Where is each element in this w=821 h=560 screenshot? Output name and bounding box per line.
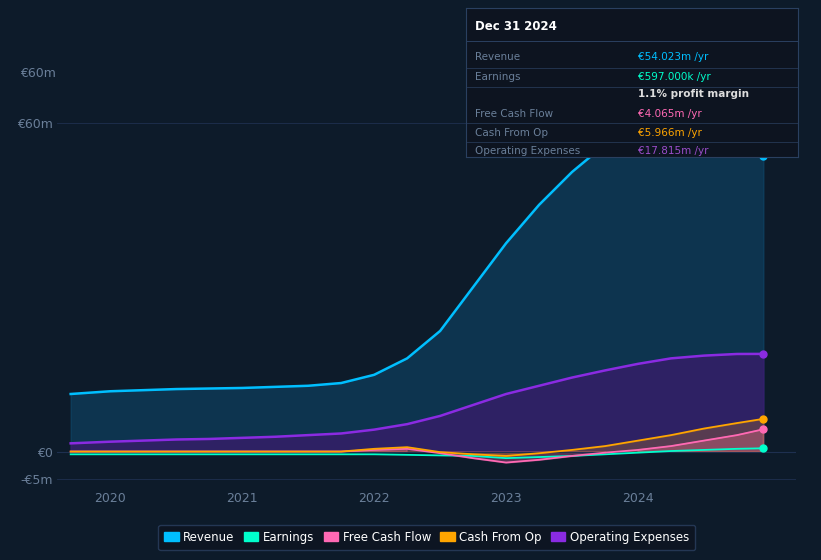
Text: Cash From Op: Cash From Op bbox=[475, 128, 548, 138]
Text: €4.065m /yr: €4.065m /yr bbox=[639, 109, 702, 119]
Text: €54.023m /yr: €54.023m /yr bbox=[639, 53, 709, 62]
Text: €5.966m /yr: €5.966m /yr bbox=[639, 128, 702, 138]
Text: 1.1% profit margin: 1.1% profit margin bbox=[639, 90, 750, 100]
Text: Dec 31 2024: Dec 31 2024 bbox=[475, 20, 557, 32]
Text: €597.000k /yr: €597.000k /yr bbox=[639, 72, 711, 82]
Text: Revenue: Revenue bbox=[475, 53, 521, 62]
Text: Operating Expenses: Operating Expenses bbox=[475, 146, 580, 156]
Text: Free Cash Flow: Free Cash Flow bbox=[475, 109, 553, 119]
Legend: Revenue, Earnings, Free Cash Flow, Cash From Op, Operating Expenses: Revenue, Earnings, Free Cash Flow, Cash … bbox=[158, 525, 695, 550]
Text: €60m: €60m bbox=[21, 67, 57, 80]
Text: €17.815m /yr: €17.815m /yr bbox=[639, 146, 709, 156]
Text: Earnings: Earnings bbox=[475, 72, 521, 82]
